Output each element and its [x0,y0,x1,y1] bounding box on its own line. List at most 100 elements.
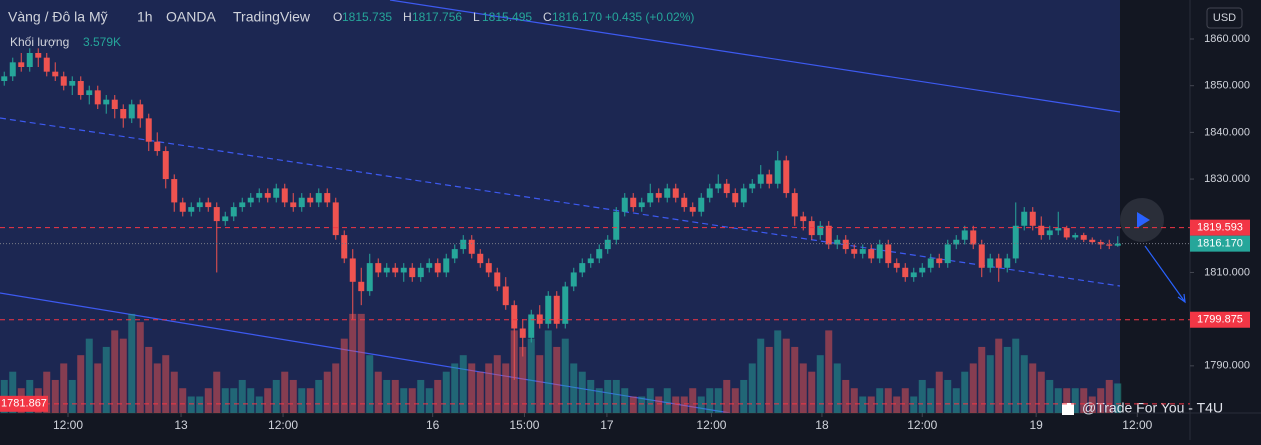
candle-body [145,118,152,142]
volume-bar [816,355,824,413]
volume-bar [1080,388,1088,413]
price-label: 1819.593 [1197,222,1243,234]
symbol: Vàng / Đô la Mỹ [8,9,108,25]
volume-bar [298,388,306,413]
volume-bar [995,338,1003,413]
volume-bar [77,355,85,413]
candle-body [162,151,169,180]
volume-bar [799,363,807,413]
volume-bar [638,396,646,413]
x-tick-label: 12:00 [53,418,83,432]
volume-bar [485,363,493,413]
volume-bar [442,371,450,413]
volume-bar [689,388,697,413]
candle-body [1021,211,1028,226]
candle-body [324,193,331,203]
candle-body [706,188,713,198]
candle-body [494,272,501,287]
price-label: 1816.170 [1197,238,1243,250]
volume-bar [646,388,654,413]
candle-body [349,258,356,282]
candle-body [196,202,203,208]
volume-bar [519,346,527,413]
volume-bar [221,388,229,413]
candle-body [60,76,67,86]
candle-body [953,239,960,245]
volume-bar [162,355,170,413]
volume-bar [884,388,892,413]
price-label-box [1190,235,1250,252]
volume-bar [893,396,901,413]
candle-body [341,235,348,259]
candle-body [9,62,16,77]
candle-body [35,52,42,58]
volume-bar [264,388,272,413]
volume-bar [111,330,119,413]
volume-bar [1029,363,1037,413]
volume-bar [459,355,467,413]
volume-bar [128,313,136,413]
volume-bar [1088,396,1096,413]
candle-body [910,272,917,278]
volume-bar [1020,355,1028,413]
volume-bar [850,388,858,413]
volume-bar [1003,346,1011,413]
y-tick-label: 1850.000 [1204,80,1250,92]
watermark: @Trade For You - T4U [1082,400,1223,416]
candle-body [52,71,59,77]
candle-body [919,267,926,273]
volume-bar [1105,379,1113,413]
channel-fill [0,0,1120,413]
candle-body [885,244,892,264]
candle-body [630,197,637,208]
volume-bar [51,379,59,413]
candle-body [579,263,586,273]
candle-body [791,193,798,217]
volume-bar [60,363,68,413]
volume-bar [281,371,289,413]
volume-bar [978,346,986,413]
volume-bar [655,396,663,413]
y-tick-label: 1840.000 [1204,126,1250,138]
candle-body [970,230,977,245]
candle-body [902,267,909,278]
candle-body [672,188,679,198]
candle-body [332,202,339,236]
candle-body [723,183,730,194]
candle-body [774,160,781,184]
candle-body [995,258,1002,268]
marks [0,48,1122,413]
x-tick-label: 12:00 [696,418,726,432]
candle-body [417,267,424,278]
currency-box[interactable] [1206,7,1243,29]
volume-bar [867,396,875,413]
volume-bar [1114,383,1122,413]
volume-bar [536,355,544,413]
candle-body [290,202,297,208]
candle-body [154,141,161,152]
candle-body [647,193,654,203]
x-tick-label: 12:00 [1122,418,1152,432]
candle-body [171,179,178,203]
volume-bar [43,371,51,413]
channel-top [389,0,1121,113]
candle-body [757,174,764,184]
ohlc-key: H [403,10,412,24]
volume-bar [340,338,348,413]
candle-body [851,249,858,254]
y-tick-label: 1830.000 [1204,173,1250,185]
ohlc-key: C [543,10,552,24]
candle-body [43,57,50,72]
candle-body [749,183,756,189]
candle-body [936,258,943,264]
candle-body [927,258,934,268]
candle-body [562,286,569,324]
volume-bar [332,363,340,413]
candle-body [834,239,841,245]
candle-body [587,258,594,264]
y-tick-label: 1860.000 [1204,33,1250,45]
ohlc-value: 1815.495 [482,10,532,24]
volume-bar [408,388,416,413]
ohlc-value: 1815.735 [342,10,392,24]
